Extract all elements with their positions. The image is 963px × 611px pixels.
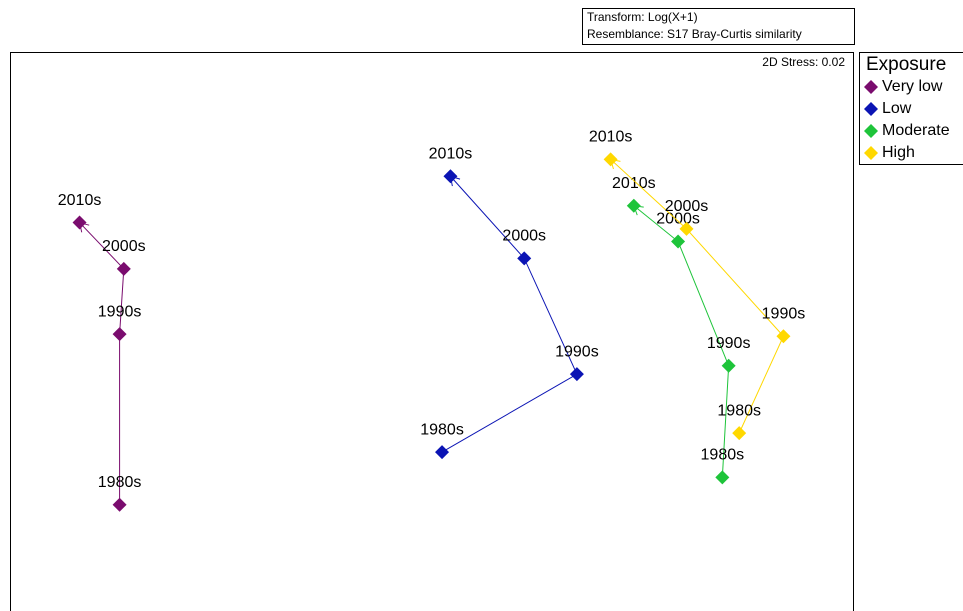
- point: [715, 470, 730, 485]
- trajectory-line: [79, 222, 125, 505]
- point-label: 2000s: [102, 238, 146, 255]
- point: [679, 221, 694, 236]
- point: [569, 367, 584, 382]
- legend-title: Exposure: [866, 54, 946, 75]
- point-label: 2010s: [429, 145, 473, 162]
- point: [721, 358, 736, 373]
- point: [116, 261, 131, 276]
- point-label: 1980s: [717, 402, 761, 419]
- resemblance-text: Resemblance: S17 Bray-Curtis similarity: [587, 27, 802, 41]
- point-label: 2010s: [589, 129, 633, 146]
- point-label: 1990s: [555, 343, 599, 360]
- point: [517, 251, 532, 266]
- trajectory-line: [441, 175, 578, 453]
- point: [776, 329, 791, 344]
- point: [603, 152, 618, 167]
- legend-marker: [864, 80, 878, 94]
- point: [72, 215, 87, 230]
- legend-label: Low: [882, 100, 912, 117]
- point: [112, 497, 127, 512]
- point-label: 1980s: [98, 474, 142, 491]
- point-label: 2010s: [612, 175, 656, 192]
- legend-label: High: [882, 144, 915, 161]
- point: [671, 234, 686, 249]
- point-label: 2010s: [58, 192, 102, 209]
- point: [435, 445, 450, 460]
- plot-frame: [10, 52, 854, 611]
- legend-label: Very low: [882, 78, 943, 95]
- point-label: 1990s: [762, 305, 806, 322]
- point: [626, 198, 641, 213]
- trajectory-line: [633, 205, 730, 478]
- point: [443, 169, 458, 184]
- info-box: [582, 8, 855, 45]
- legend-label: Moderate: [882, 122, 950, 139]
- stress-text: 2D Stress: 0.02: [762, 55, 845, 69]
- point-label: 2000s: [656, 211, 700, 228]
- point-label: 1990s: [98, 303, 142, 320]
- point-label: 2000s: [665, 198, 709, 215]
- transform-text: Transform: Log(X+1): [587, 10, 698, 24]
- legend-marker: [864, 102, 878, 116]
- point: [112, 327, 127, 342]
- legend-marker: [864, 146, 878, 160]
- point-label: 1980s: [701, 447, 745, 464]
- point-label: 1990s: [707, 335, 751, 352]
- point-label: 1980s: [420, 421, 464, 438]
- legend-marker: [864, 124, 878, 138]
- point-label: 2000s: [502, 228, 546, 245]
- trajectory-line: [610, 159, 785, 434]
- point: [732, 426, 747, 441]
